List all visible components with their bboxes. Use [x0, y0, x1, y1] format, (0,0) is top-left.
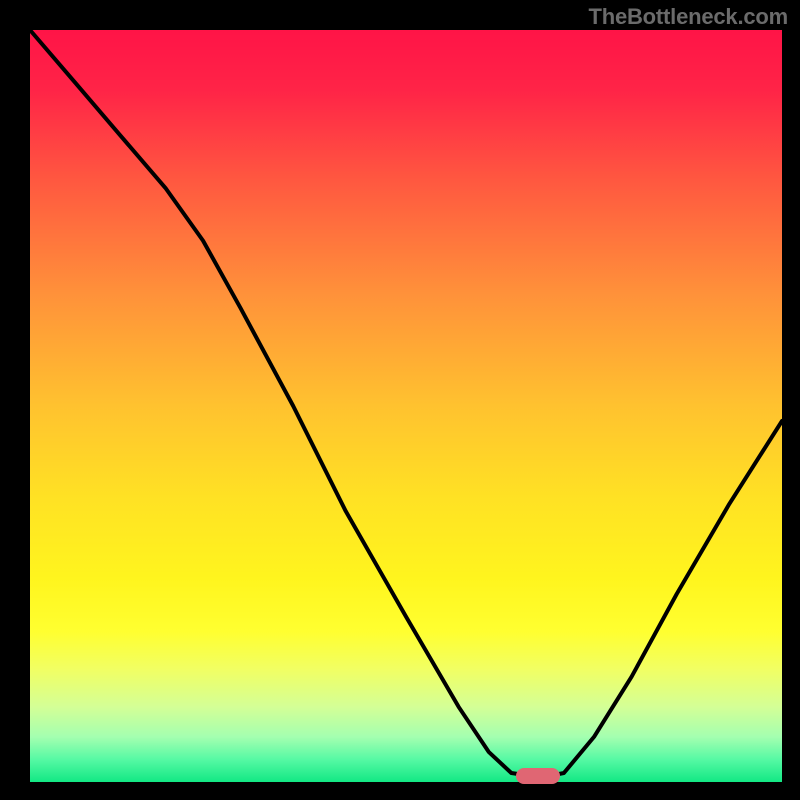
gradient-background: [30, 30, 782, 782]
optimum-marker: [516, 768, 560, 784]
watermark-text: TheBottleneck.com: [588, 4, 788, 30]
chart-container: TheBottleneck.com: [0, 0, 800, 800]
plot-frame: [30, 30, 782, 782]
